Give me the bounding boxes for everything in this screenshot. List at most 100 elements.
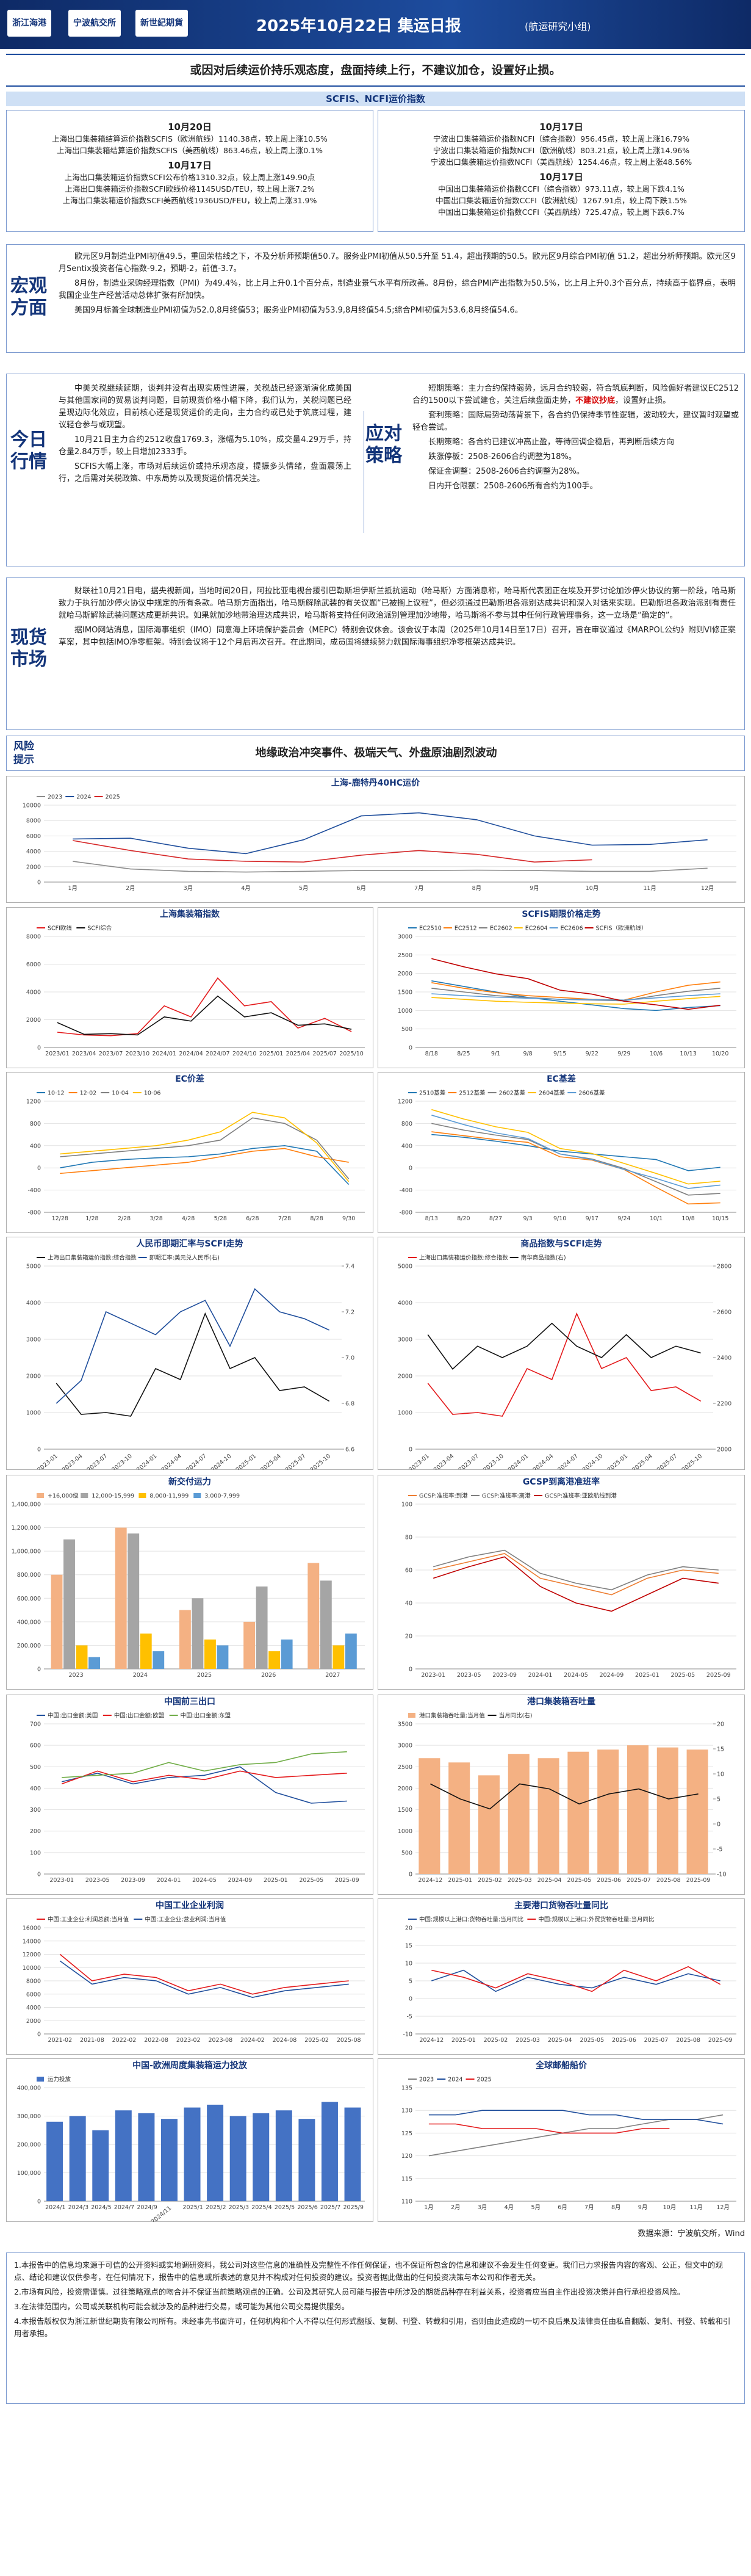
x-tick-label: 2025-09 <box>335 1877 359 1884</box>
x-tick-label: 2025-05 <box>567 1877 592 1884</box>
risk-text: 地缘政治冲突事件、极端天气、外盘原油剧烈波动 <box>255 747 497 759</box>
x-tick-label: 9/8 <box>523 1051 532 1057</box>
bar <box>179 1610 191 1669</box>
x-tick-label: 9/29 <box>617 1051 630 1057</box>
y2-tick-label: 6.6 <box>345 1447 354 1453</box>
bar <box>320 1580 332 1669</box>
y2-tick-label: 2800 <box>717 1264 731 1270</box>
y-tick-label: 3000 <box>398 1337 412 1344</box>
line-series <box>431 958 720 1010</box>
bar <box>298 2119 315 2201</box>
index-line: 上海出口集装箱运价指数SCFI公布价格1310.32点，较上周上涨149.90点 <box>64 173 315 182</box>
x-tick-label: 2025-02 <box>304 2037 329 2044</box>
line-series <box>60 1112 350 1182</box>
chart-frame <box>378 1898 745 2055</box>
x-tick-label: 2024/3 <box>68 2204 88 2211</box>
x-tick-label: 2023-01 <box>421 1672 445 1679</box>
x-tick-label: 10/6 <box>650 1051 663 1057</box>
x-tick-label: 9/22 <box>586 1051 598 1057</box>
y-tick-label: 2000 <box>26 864 41 870</box>
chart-frame <box>378 1072 745 1233</box>
line-series <box>431 981 720 1001</box>
y2-tick-label: 2200 <box>717 1401 731 1408</box>
y-tick-label: 40 <box>405 1601 412 1607</box>
legend-label: 10-04 <box>112 1090 129 1097</box>
bar <box>69 2116 86 2201</box>
legend-label: 上海出口集装箱运价指数:综合指数 <box>419 1254 508 1262</box>
line-series <box>433 1553 719 1596</box>
chart-frame <box>378 907 745 1068</box>
x-tick-label: 6月 <box>356 885 366 892</box>
index-date: 10月17日 <box>539 121 583 132</box>
bar <box>63 1539 75 1669</box>
chart: 上海-鹿特丹40HC运价 2023 2024 2025 0 2000 4000 6000 800… <box>6 776 745 903</box>
bar <box>253 2113 270 2201</box>
legend-label: 2025 <box>106 794 120 801</box>
bar <box>344 2107 361 2201</box>
legend-swatch <box>81 1493 88 1498</box>
chart-frame <box>6 1695 373 1895</box>
x-tick-label: 10/15 <box>712 1215 728 1222</box>
x-tick-label: 2023/07 <box>99 1051 123 1057</box>
bar <box>686 1749 708 1874</box>
bar <box>478 1775 500 1874</box>
bar <box>160 2119 178 2201</box>
legend-label: 中国:规模以上港口:外贸货物吞吐量:当月同比 <box>538 1916 654 1923</box>
y-tick-label: 800 <box>401 1121 412 1127</box>
x-tick-label: 2025-08 <box>656 1877 681 1884</box>
bar <box>207 2104 224 2201</box>
y-tick-label: 8000 <box>26 1978 41 1985</box>
y-tick-label: 80 <box>405 1535 412 1541</box>
index-date: 10月17日 <box>168 160 212 171</box>
y-tick-label: 2000 <box>26 1373 41 1380</box>
y-tick-label: 20 <box>405 1925 412 1932</box>
y-tick-label: 2000 <box>26 2018 41 2025</box>
x-tick-label: 3/28 <box>149 1215 162 1222</box>
x-tick-label: 2023-05 <box>457 1672 481 1679</box>
bar <box>140 1634 152 1669</box>
y-tick-label: 120 <box>401 2153 412 2160</box>
line-series <box>73 861 708 873</box>
y-tick-label: -10 <box>403 2031 412 2038</box>
highlight: 不建议抄底 <box>575 396 616 405</box>
y-tick-label: 135 <box>401 2085 412 2092</box>
bar <box>51 1574 63 1669</box>
bar <box>88 1657 100 1669</box>
x-tick-label: 2024/9 <box>137 2204 157 2211</box>
chart: GCSP到离港准班率 GCSP:准班率:到港 GCSP:准班率:离港 GCSP:准班率… <box>378 1475 745 1690</box>
y-tick-label: 1000 <box>398 1410 412 1417</box>
y-tick-label: 0 <box>37 1872 41 1878</box>
market-section: 今日行情 中美关税继续延期，谈判并没有出现实质性进展，关税战已经逐渐演化成美国与… <box>6 374 745 566</box>
x-tick-label: 12/28 <box>52 1215 68 1222</box>
bar <box>627 1745 649 1874</box>
x-tick-label: 2025-09 <box>706 1672 731 1679</box>
x-tick-label: 2022-08 <box>144 2037 168 2044</box>
section-label: 现货市场 <box>10 627 47 670</box>
legend-label: 上海出口集装箱运价指数:综合指数 <box>48 1254 137 1262</box>
x-tick-label: 8月 <box>611 2204 621 2211</box>
index-date: 10月20日 <box>168 121 212 132</box>
index-line: 宁波出口集装箱运价指数NCFI（美西航线）1254.46点，较上周上涨48.56… <box>430 157 692 167</box>
x-tick-label: 2025/4 <box>251 2204 271 2211</box>
legend-label: 10-12 <box>48 1090 65 1097</box>
line-series <box>431 993 720 1001</box>
index-line: 上海出口集装箱运价指数SCFI欧线价格1145USD/TEU，较上周上涨7.2% <box>65 184 315 194</box>
x-tick-label: 8/13 <box>425 1215 438 1222</box>
legend-label: EC2512 <box>455 925 477 932</box>
legend-swatch <box>138 1493 146 1498</box>
index-date: 10月17日 <box>539 172 583 183</box>
x-tick-label: 9/30 <box>342 1215 355 1222</box>
x-tick-label: 2024-09 <box>600 1672 624 1679</box>
y-tick-label: 2500 <box>398 1764 412 1771</box>
line-series <box>56 1312 330 1417</box>
x-tick-label: 2025-06 <box>597 1877 621 1884</box>
y-tick-label: 200,000 <box>17 2142 41 2149</box>
y-tick-label: 700 <box>30 1721 41 1728</box>
legend-label: GCSP:准班率:亚欧航线到港 <box>545 1492 617 1500</box>
x-tick-label: 9月 <box>638 2204 648 2211</box>
y2-tick-label: 2600 <box>717 1309 731 1316</box>
legend-label: EC2510 <box>419 925 442 932</box>
x-tick-label: 2025-01 <box>264 1877 288 1884</box>
index-line: 中国出口集装箱运价指数CCFI（综合指数）973.11点，较上周下跌4.1% <box>438 184 685 194</box>
